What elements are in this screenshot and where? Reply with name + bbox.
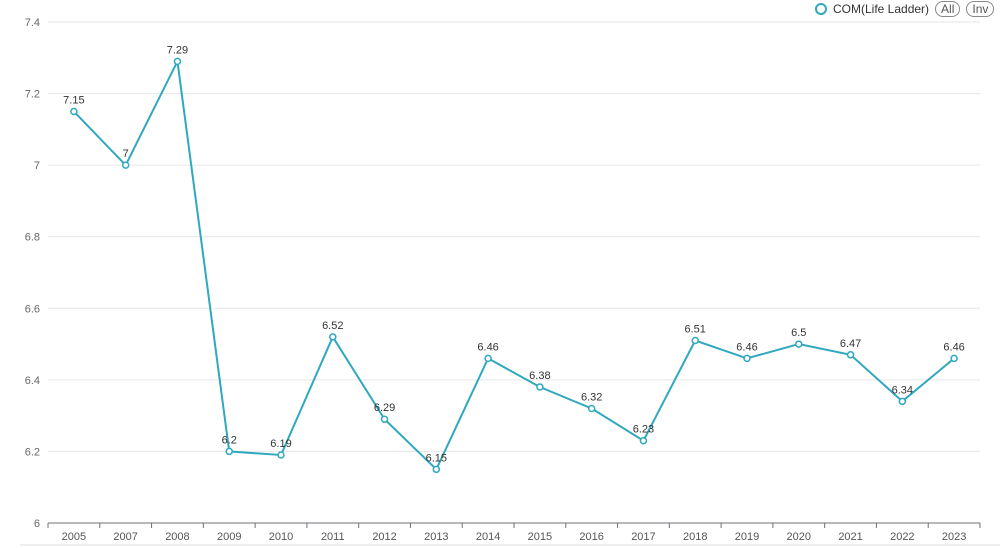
data-label: 6.19 [270,438,291,450]
all-button[interactable]: All [935,1,961,17]
data-label: 6.34 [892,384,913,396]
y-tick-label: 7 [34,160,40,172]
data-point [225,447,233,456]
y-tick-label: 6.6 [25,303,40,315]
data-point [121,161,130,169]
x-tick-label: 2021 [838,531,862,543]
data-point [587,404,596,413]
x-tick-label: 2005 [62,531,86,543]
data-point [691,336,699,345]
legend-label[interactable]: COM(Life Ladder) [833,2,930,16]
x-tick-label: 2022 [890,531,914,543]
data-label: 6.46 [477,341,498,353]
data-point [743,354,751,363]
legend: COM(Life Ladder) All Inv [815,1,995,17]
data-point [795,340,803,348]
data-label: 6.29 [374,402,395,414]
x-tick-label: 2017 [631,531,655,543]
x-tick-label: 2015 [528,531,552,543]
data-label: 6.5 [791,327,806,339]
x-tick-label: 2018 [683,531,707,543]
data-label: 6.2 [222,434,237,446]
data-point [380,415,389,423]
x-tick-label: 2007 [113,531,137,543]
data-label: 6.15 [426,452,447,464]
series-line [73,57,955,472]
y-tick-label: 7.2 [25,89,40,101]
data-point [639,436,648,445]
x-tick-label: 2008 [165,531,189,543]
data-label: 7.29 [167,44,188,56]
data-point [846,351,855,359]
x-tick-label: 2012 [372,531,396,543]
data-point [432,465,441,474]
legend-marker-icon[interactable] [815,3,827,15]
data-point [173,57,182,66]
data-point [329,333,337,341]
y-tick-label: 6 [34,518,40,530]
data-point [950,354,958,363]
x-tick-label: 2013 [424,531,448,543]
data-point [70,107,78,116]
x-tick-label: 2009 [217,531,241,543]
x-tick-label: 2016 [579,531,603,543]
data-label: 7.15 [63,94,84,106]
data-point [898,397,907,406]
x-tick-label: 2010 [269,531,293,543]
data-label: 6.52 [322,320,343,332]
data-point [277,451,285,459]
y-tick-label: 6.8 [25,232,40,244]
data-point [484,354,492,363]
y-tick-label: 6.2 [25,446,40,458]
data-label: 6.51 [685,323,706,335]
y-tick-label: 6.4 [25,375,40,387]
data-label: 6.46 [736,341,757,353]
data-label: 6.46 [943,341,964,353]
x-tick-label: 2023 [942,531,966,543]
x-tick-label: 2011 [321,531,345,543]
data-label: 6.32 [581,391,602,403]
inverse-button[interactable]: Inv [966,1,995,17]
x-tick-label: 2019 [735,531,759,543]
data-point [536,383,544,391]
x-tick-label: 2020 [787,531,811,543]
data-label: 7 [123,148,129,160]
y-tick-label: 7.4 [25,17,40,29]
data-label: 6.47 [840,338,861,350]
x-tick-label: 2014 [476,531,500,543]
data-label: 6.23 [633,424,654,436]
data-label: 6.38 [529,370,550,382]
